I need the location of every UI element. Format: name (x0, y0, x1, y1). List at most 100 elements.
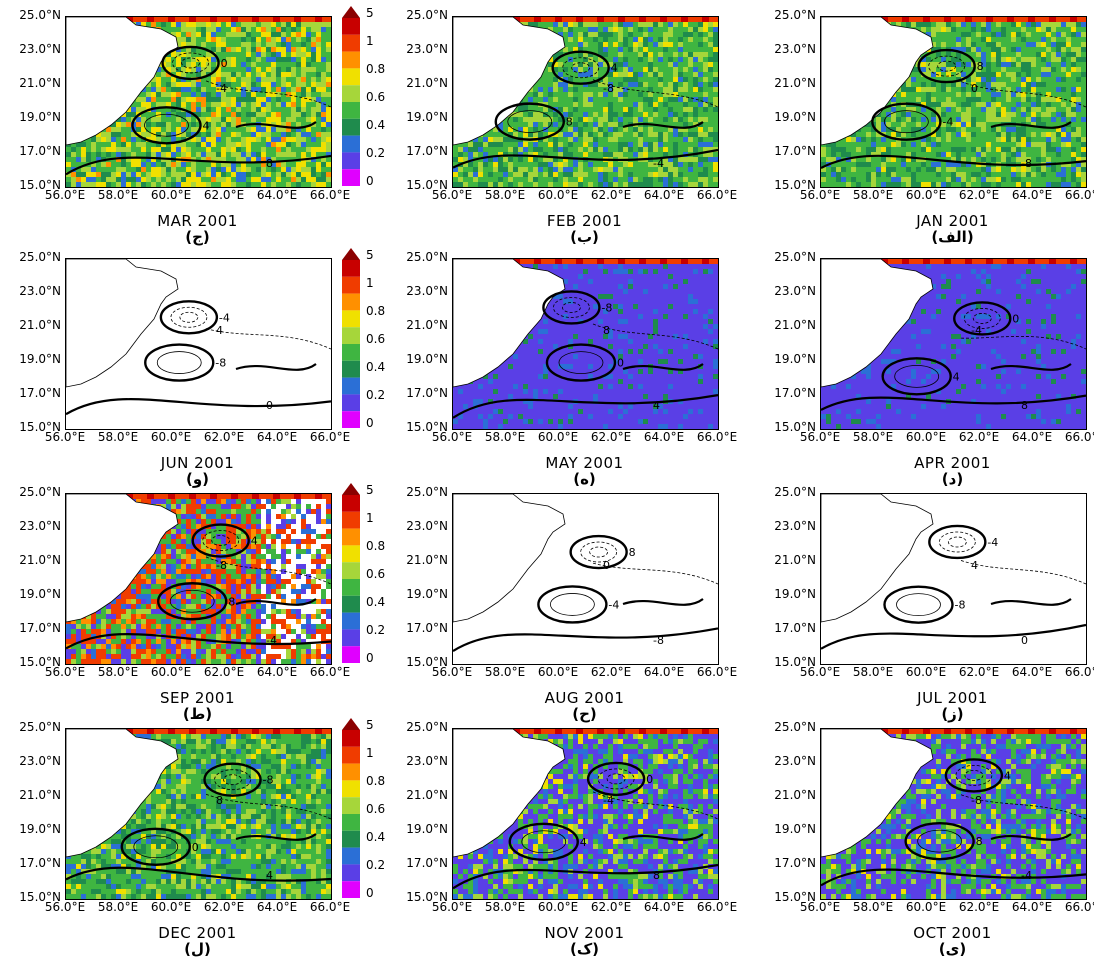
land-mask (453, 17, 566, 146)
contour-lines (453, 290, 718, 419)
x-tick-label: 56.0°E (44, 900, 86, 914)
colorbar-label: 0.6 (366, 90, 386, 104)
x-tick-label: 62.0°E (590, 665, 632, 679)
y-tick-label: 19.0°N (774, 352, 816, 366)
x-tick-label: 64.0°E (256, 665, 298, 679)
contour-value-label: 4 (611, 62, 618, 75)
y-tick-label: 15.0°N (774, 655, 816, 669)
y-tick-label: 25.0°N (406, 720, 448, 734)
y-tick-label: 21.0°N (406, 76, 448, 90)
y-tick-label: 23.0°N (774, 519, 816, 533)
contour-value-label: -4 (603, 794, 614, 807)
colorbar-label: 0.6 (366, 332, 386, 346)
x-tick-label: 62.0°E (203, 188, 245, 202)
colorbar-swatch (342, 394, 360, 412)
x-tick-label: 60.0°E (537, 430, 579, 444)
x-tick-label: 64.0°E (1011, 900, 1053, 914)
contour-value-label: 4 (580, 836, 587, 849)
contour-lines (821, 758, 1086, 887)
y-tick-label: 17.0°N (19, 144, 61, 158)
contour-value-label: 4 (1004, 769, 1011, 782)
y-tick-label: 15.0°N (774, 420, 816, 434)
colorbar-swatch (342, 344, 360, 361)
colorbar-swatch (342, 260, 360, 277)
contour-value-label: -4 (219, 311, 230, 324)
panel-letter: (ب) (570, 228, 599, 246)
y-tick-label: 17.0°N (19, 621, 61, 635)
contour-value-label: 8 (1021, 399, 1028, 412)
map-caption: MAY 2001 (545, 454, 624, 472)
contour-value-label: -4 (942, 116, 953, 129)
colorbar-swatch (342, 276, 360, 294)
contour-value-label: 8 (603, 324, 610, 337)
colorbar-label: 0.2 (366, 858, 386, 872)
panel-letter: (ط) (182, 705, 213, 723)
y-tick-label: 19.0°N (19, 352, 61, 366)
x-tick-label: 62.0°E (203, 665, 245, 679)
contour-value-label: 0 (617, 357, 624, 370)
y-tick-label: 17.0°N (406, 144, 448, 158)
contour-value-label: -8 (1021, 157, 1032, 170)
colorbar-label: 1 (366, 276, 374, 290)
map-caption: NOV 2001 (544, 924, 625, 942)
colorbar-label: 5 (366, 483, 374, 497)
y-tick-label: 17.0°N (19, 386, 61, 400)
x-tick-label: 58.0°E (484, 665, 526, 679)
panel-letter: (ز) (941, 705, 964, 723)
colorbar-swatch (342, 495, 360, 512)
y-tick-label: 17.0°N (406, 386, 448, 400)
contour-value-label: -8 (653, 634, 664, 647)
x-tick-label: 66.0°E (309, 188, 351, 202)
contour-lines (821, 48, 1086, 169)
x-tick-label: 58.0°E (97, 665, 139, 679)
y-tick-label: 25.0°N (19, 8, 61, 22)
panel-letter: (ج) (185, 228, 210, 246)
contour-value-label: 0 (971, 82, 978, 95)
colorbar-swatch (342, 34, 360, 52)
contour-value-label: -4 (266, 634, 277, 647)
contour-value-label: -8 (215, 357, 226, 370)
contour-value-label: -8 (601, 301, 612, 314)
x-tick-label: 56.0°E (44, 188, 86, 202)
contour-value-label: 8 (629, 546, 636, 559)
colorbar-label: 0 (366, 886, 374, 900)
colorbar-swatch (342, 68, 360, 86)
y-tick-label: 25.0°N (774, 720, 816, 734)
colorbar-swatch (342, 847, 360, 865)
colorbar-label: 1 (366, 746, 374, 760)
y-tick-label: 21.0°N (774, 76, 816, 90)
contour-lines (66, 762, 331, 882)
y-tick-label: 25.0°N (19, 485, 61, 499)
map-caption: MAR 2001 (157, 212, 238, 230)
colorbar-label: 5 (366, 718, 374, 732)
x-tick-label: 58.0°E (484, 900, 526, 914)
contour-value-label: 8 (228, 595, 235, 608)
y-tick-label: 19.0°N (774, 822, 816, 836)
colorbar-swatch (342, 18, 360, 35)
colorbar-label: 0.6 (366, 567, 386, 581)
land-mask (453, 729, 566, 858)
x-tick-label: 64.0°E (256, 430, 298, 444)
contour-lines (453, 50, 718, 169)
x-tick-label: 64.0°E (643, 188, 685, 202)
contour-value-label: 4 (251, 535, 258, 548)
land-mask (66, 494, 179, 623)
contour-value-label: -4 (653, 157, 664, 170)
colorbar-arrow (342, 483, 360, 495)
map-aug-2001: 8 -4 -8 0 (452, 493, 719, 665)
colorbar-label: 0.6 (366, 802, 386, 816)
colorbar-label: 0 (366, 651, 374, 665)
y-tick-label: 21.0°N (19, 553, 61, 567)
land-mask (821, 729, 934, 858)
colorbar-label: 0.4 (366, 830, 386, 844)
map-may-2001: -8 0 4 8 (452, 258, 719, 430)
y-tick-label: 19.0°N (406, 110, 448, 124)
x-tick-label: 60.0°E (905, 188, 947, 202)
y-tick-label: 21.0°N (774, 318, 816, 332)
colorbar-swatch (342, 360, 360, 378)
x-tick-label: 66.0°E (309, 430, 351, 444)
y-tick-label: 19.0°N (774, 110, 816, 124)
contour-value-label: 4 (202, 119, 209, 132)
contour-value-label: 0 (646, 773, 653, 786)
x-tick-label: 60.0°E (537, 900, 579, 914)
